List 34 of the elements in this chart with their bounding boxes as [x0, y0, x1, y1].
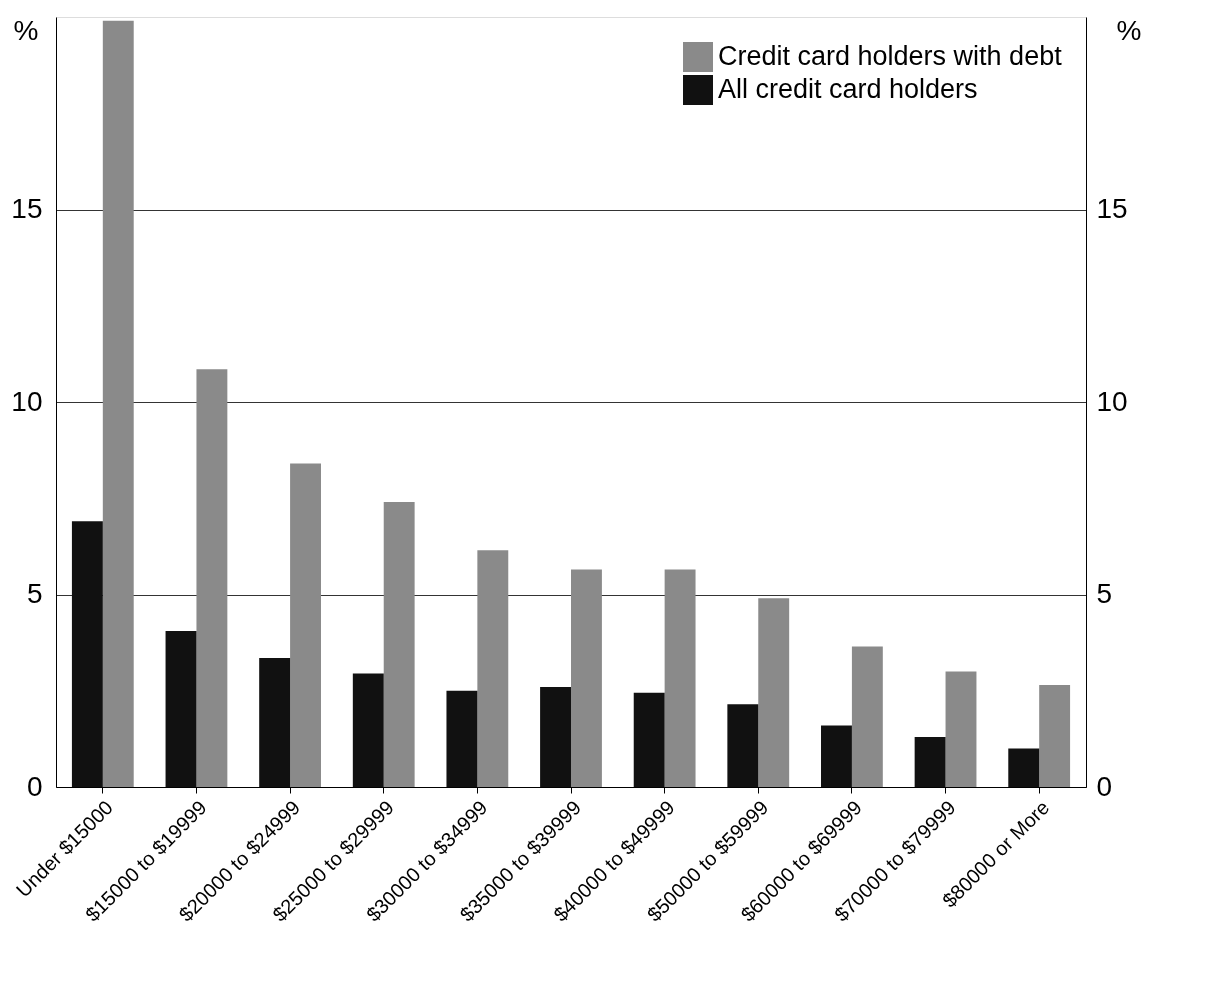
bar	[383, 502, 415, 787]
y2-axis-title: %	[1116, 14, 1142, 46]
y-tick-label: 0	[26, 770, 43, 802]
bar	[196, 369, 228, 787]
bar	[446, 690, 478, 787]
legend-label: All credit card holders	[718, 74, 978, 104]
y2-tick-label: 0	[1096, 770, 1113, 802]
y-axis-title: %	[13, 14, 39, 46]
bar	[1008, 748, 1040, 787]
bar	[165, 631, 197, 787]
bar	[727, 704, 759, 787]
y2-tick-label: 15	[1096, 193, 1128, 224]
bar	[540, 686, 571, 787]
bar	[914, 736, 946, 787]
bar	[1039, 684, 1071, 787]
bar	[851, 646, 883, 787]
y-tick-label: 10	[11, 385, 43, 417]
bar	[758, 598, 790, 787]
y2-tick-label: 5	[1096, 578, 1113, 609]
bar	[571, 569, 602, 787]
bar	[102, 20, 134, 787]
legend-label: Credit card holders with debt	[718, 41, 1063, 71]
y-tick-label: 15	[11, 193, 43, 224]
bar	[352, 673, 384, 787]
bar	[821, 725, 852, 787]
bar	[259, 658, 291, 787]
y2-tick-label: 10	[1096, 385, 1128, 417]
y-tick-label: 5	[26, 578, 43, 609]
bar	[290, 463, 321, 787]
bar	[477, 550, 509, 787]
bar	[71, 521, 103, 787]
bar	[945, 671, 977, 787]
bar	[633, 692, 665, 787]
bar	[664, 569, 696, 787]
